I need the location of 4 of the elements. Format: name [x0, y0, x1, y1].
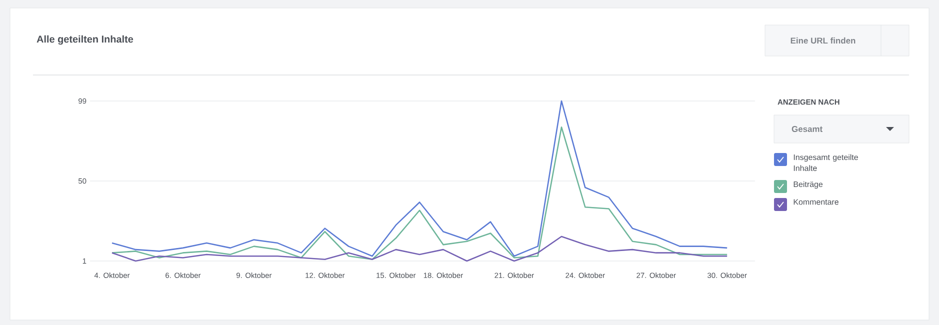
- text: Gesamt: [792, 126, 822, 132]
- line-series: [111, 100, 728, 257]
- text: Eine URL finden: [790, 37, 856, 44]
- chart-title: Alle geteilten Inhalte: [36, 35, 134, 45]
